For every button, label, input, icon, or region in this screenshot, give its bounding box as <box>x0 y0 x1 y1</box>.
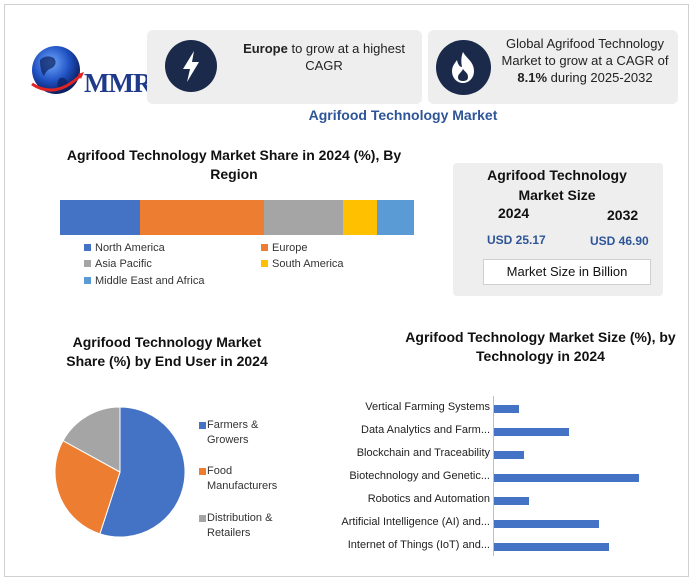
region-highlight-rest: to grow at a highest CAGR <box>287 41 405 73</box>
legend-north-america: North America <box>84 242 165 254</box>
legend-south-america: South America <box>261 258 344 270</box>
technology-category-label: Vertical Farming Systems <box>365 401 490 413</box>
legend-farmers-growers: Farmers & Growers <box>199 418 299 448</box>
technology-bar <box>494 405 519 413</box>
technology-bar <box>494 474 639 482</box>
region-stacked-bar <box>60 200 414 235</box>
technology-chart-title: Agrifood Technology Market Size (%), by … <box>405 329 676 364</box>
technology-category-label: Internet of Things (IoT) and... <box>347 539 490 551</box>
cagr-text-after: during 2025-2032 <box>547 70 653 85</box>
year-2024-label: 2024 <box>498 205 530 221</box>
region-segment-middle-east-and-africa <box>376 200 414 235</box>
region-segment-south-america <box>343 200 377 235</box>
logo-text: MMR <box>84 68 152 98</box>
lightning-bolt-icon <box>165 40 217 92</box>
europe-cagr-card: Europe to grow at a highest CAGR <box>147 30 422 104</box>
unit-label: Market Size in Billion <box>483 259 651 285</box>
legend-europe: Europe <box>261 242 307 254</box>
technology-category-label: Blockchain and Traceability <box>356 447 490 459</box>
pie-slice-distribution-retailers <box>62 406 121 473</box>
market-size-title: Agrifood Technology Market Size <box>487 167 627 203</box>
global-cagr-card: Global Agrifood Technology Market to gro… <box>428 30 678 104</box>
region-segment-asia-pacific <box>263 200 344 235</box>
pie-slice-food-manufacturers <box>54 440 121 535</box>
cagr-text-before: Global Agrifood Technology Market to gro… <box>501 36 669 68</box>
mmr-logo: MMR <box>28 40 152 110</box>
legend-middle-east-africa: Middle East and Africa <box>84 275 204 287</box>
value-2024: USD 25.17 <box>487 233 546 247</box>
market-size-card: Agrifood Technology Market Size 2024 203… <box>453 163 663 296</box>
year-2032-label: 2032 <box>607 207 639 223</box>
legend-distribution-retailers: Distribution & Retailers <box>199 511 299 541</box>
technology-bar <box>494 543 609 551</box>
region-segment-north-america <box>60 200 140 235</box>
legend-asia-pacific: Asia Pacific <box>84 258 152 270</box>
technology-category-label: Biotechnology and Genetic... <box>349 470 490 482</box>
infographic-frame <box>4 4 689 577</box>
legend-food-manufacturers: Food Manufacturers <box>199 464 299 494</box>
value-2032: USD 46.90 <box>590 234 649 248</box>
end-user-chart-title: Agrifood Technology Market Share (%) by … <box>66 334 268 369</box>
main-title: Agrifood Technology Market <box>308 107 498 123</box>
europe-cagr-text: Europe to grow at a highest CAGR <box>235 40 413 74</box>
technology-axis-line <box>493 396 494 556</box>
region-chart-title: Agrifood Technology Market Share in 2024… <box>66 147 402 182</box>
technology-bar <box>494 451 524 459</box>
pie-slice-farmers-growers <box>99 406 186 538</box>
technology-category-label: Data Analytics and Farm... <box>361 424 490 436</box>
end-user-pie-chart <box>54 406 186 538</box>
global-cagr-text: Global Agrifood Technology Market to gro… <box>496 35 674 86</box>
technology-bar <box>494 428 569 436</box>
globe-icon <box>31 46 84 94</box>
region-highlight: Europe <box>243 41 288 56</box>
technology-bar <box>494 520 599 528</box>
region-segment-europe <box>139 200 264 235</box>
flame-icon <box>436 40 491 95</box>
technology-category-label: Robotics and Automation <box>367 493 490 505</box>
cagr-value: 8.1% <box>517 70 548 85</box>
technology-category-label: Artificial Intelligence (AI) and... <box>341 516 490 528</box>
technology-bar <box>494 497 529 505</box>
